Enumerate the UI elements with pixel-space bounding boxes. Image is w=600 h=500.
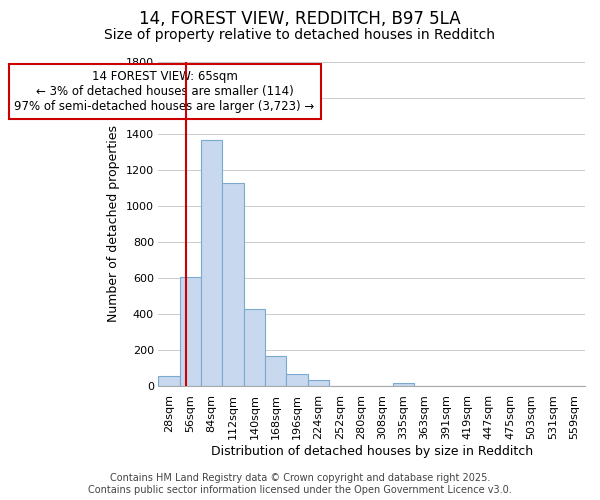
- Bar: [286, 374, 308, 386]
- Text: 14, FOREST VIEW, REDDITCH, B97 5LA: 14, FOREST VIEW, REDDITCH, B97 5LA: [139, 10, 461, 28]
- Bar: [179, 277, 201, 386]
- Y-axis label: Number of detached properties: Number of detached properties: [107, 126, 121, 322]
- X-axis label: Distribution of detached houses by size in Redditch: Distribution of detached houses by size …: [211, 444, 533, 458]
- Text: Contains HM Land Registry data © Crown copyright and database right 2025.
Contai: Contains HM Land Registry data © Crown c…: [88, 474, 512, 495]
- Bar: [265, 356, 286, 386]
- Bar: [201, 140, 222, 386]
- Bar: [244, 308, 265, 386]
- Bar: [222, 184, 244, 386]
- Bar: [308, 380, 329, 386]
- Text: 14 FOREST VIEW: 65sqm
← 3% of detached houses are smaller (114)
97% of semi-deta: 14 FOREST VIEW: 65sqm ← 3% of detached h…: [14, 70, 314, 112]
- Bar: [158, 376, 179, 386]
- Text: Size of property relative to detached houses in Redditch: Size of property relative to detached ho…: [104, 28, 496, 42]
- Bar: [392, 382, 414, 386]
